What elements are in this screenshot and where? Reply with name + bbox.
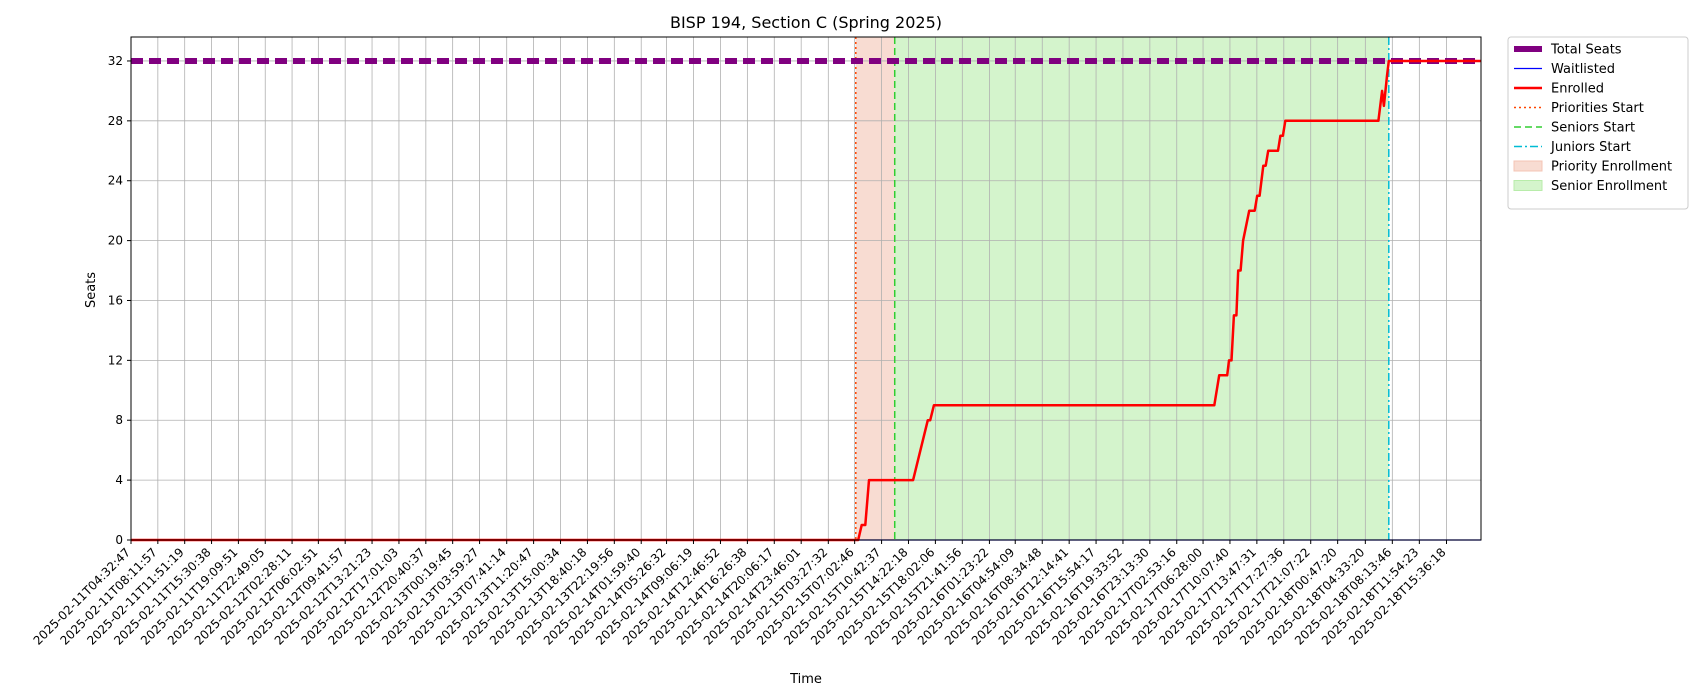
legend-swatch (1513, 180, 1543, 191)
y-tick-label: 12 (108, 353, 123, 367)
plot-frame (130, 36, 1482, 541)
legend: Total Seats Waitlisted Enrolled Priorities … (1507, 36, 1689, 210)
legend-label: Priority Enrollment (1551, 160, 1672, 175)
y-tick-label: 24 (108, 174, 123, 188)
y-tick-label: 32 (108, 54, 123, 68)
legend-label: Juniors Start (1550, 140, 1631, 155)
y-tick-label: 28 (108, 114, 123, 128)
legend-label: Total Seats (1550, 43, 1622, 58)
legend-item-priorities-start: Priorities Start (1514, 101, 1644, 116)
y-tick-label: 8 (115, 413, 123, 427)
legend-item-priority-enrollment: Priority Enrollment (1513, 160, 1672, 175)
chart-title: BISP 194, Section C (Spring 2025) (670, 13, 942, 32)
x-axis-label: Time (789, 672, 822, 687)
legend-box (1507, 36, 1689, 210)
legend-item-enrolled: Enrolled (1514, 82, 1604, 97)
legend-label: Priorities Start (1551, 101, 1644, 116)
legend-item-juniors-start: Juniors Start (1514, 140, 1631, 155)
y-axis-label: Seats (84, 272, 99, 308)
series-enrolled (131, 59, 1481, 542)
legend-item-senior-enrollment: Senior Enrollment (1513, 179, 1667, 194)
y-tick-label: 20 (108, 234, 123, 248)
legend-item-total-seats: Total Seats (1514, 43, 1622, 58)
y-tick-label: 16 (108, 293, 123, 307)
legend-label: Senior Enrollment (1551, 179, 1667, 194)
legend-label: Enrolled (1551, 82, 1604, 97)
y-tick-label: 0 (115, 533, 123, 547)
legend-swatch (1513, 160, 1543, 172)
legend-label: Seniors Start (1551, 121, 1635, 136)
y-ticks: 0 4 8 12 16 20 24 28 32 (108, 54, 131, 547)
region-senior-enrollment (894, 37, 1389, 540)
x-ticks: 2025-02-11T04:32:472025-02-11T08:11:5720… (31, 540, 1449, 648)
region-priority-enrollment (855, 37, 895, 540)
legend-item-waitlisted: Waitlisted (1514, 62, 1615, 77)
legend-label: Waitlisted (1551, 62, 1615, 77)
y-tick-label: 4 (115, 473, 123, 487)
legend-item-seniors-start: Seniors Start (1514, 121, 1635, 136)
events-layer (855, 37, 1390, 540)
